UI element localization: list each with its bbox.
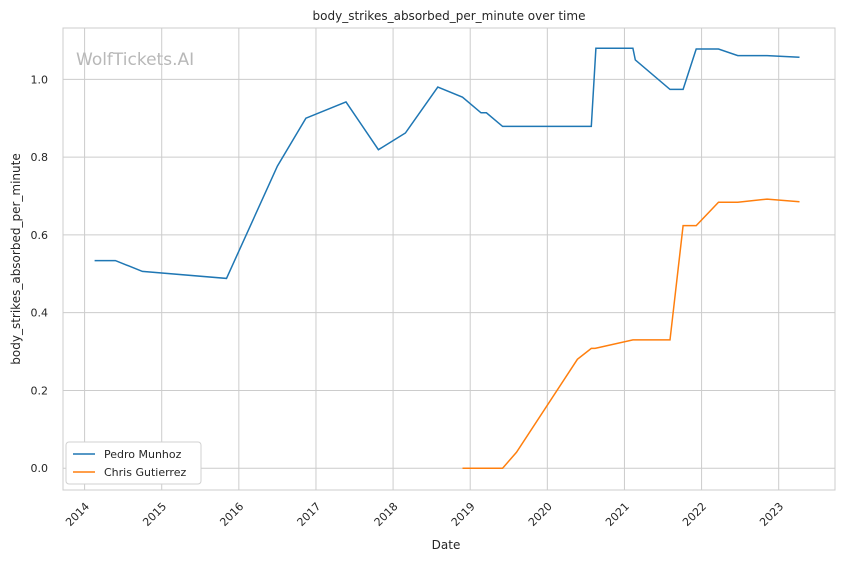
legend-label-chris-gutierrez: Chris Gutierrez — [104, 466, 186, 479]
chart-title: body_strikes_absorbed_per_minute over ti… — [313, 9, 586, 23]
legend: Pedro Munhoz Chris Gutierrez — [65, 441, 202, 485]
y-tick-label: 0.6 — [31, 229, 49, 242]
y-axis-label: body_strikes_absorbed_per_minute — [9, 153, 23, 364]
x-axis-label: Date — [432, 538, 461, 552]
plot-frame — [62, 27, 836, 491]
y-tick-labels: 0.0 0.2 0.4 0.6 0.8 1.0 — [31, 73, 49, 475]
legend-label-pedro-munhoz: Pedro Munhoz — [104, 448, 182, 461]
y-tick-label: 0.2 — [31, 384, 49, 397]
grid — [63, 28, 835, 490]
series-line-chris-gutierrez — [462, 198, 800, 469]
y-tick-label: 1.0 — [31, 73, 49, 86]
y-tick-label: 0.0 — [31, 462, 49, 475]
x-tick-labels: 2014 2015 2016 2017 2018 2019 2020 2021 2022 2023 — [63, 500, 786, 529]
watermark: WolfTickets.AI — [76, 50, 194, 70]
series-line-pedro-munhoz — [94, 47, 800, 280]
y-tick-label: 0.4 — [31, 307, 49, 320]
series-lines — [94, 47, 800, 469]
y-tick-label: 0.8 — [31, 151, 49, 164]
